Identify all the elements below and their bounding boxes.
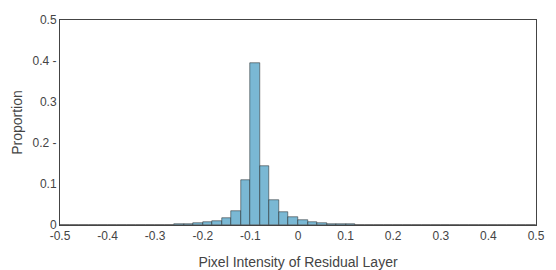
svg-text:Pixel Intensity of Residual La: Pixel Intensity of Residual Layer xyxy=(198,254,398,270)
svg-text:0.3: 0.3 xyxy=(40,95,57,109)
svg-text:-0.3: -0.3 xyxy=(145,229,166,243)
svg-text:0.1: 0.1 xyxy=(337,229,354,243)
svg-text:0.4: 0.4 xyxy=(480,229,497,243)
svg-text:-0.1: -0.1 xyxy=(240,229,261,243)
svg-text:0: 0 xyxy=(295,229,302,243)
svg-text:0: 0 xyxy=(50,218,57,232)
svg-text:0.5: 0.5 xyxy=(40,13,57,27)
svg-text:0.5: 0.5 xyxy=(528,229,545,243)
svg-text:0.1: 0.1 xyxy=(40,177,57,191)
svg-text:0.2 -: 0.2 - xyxy=(33,136,57,150)
svg-text:0.3: 0.3 xyxy=(432,229,449,243)
svg-text:-0.5: -0.5 xyxy=(50,229,71,243)
svg-text:-0.4: -0.4 xyxy=(97,229,118,243)
svg-text:-0.2: -0.2 xyxy=(192,229,213,243)
svg-text:0.4 -: 0.4 - xyxy=(33,54,57,68)
svg-text:Proportion: Proportion xyxy=(9,90,25,155)
svg-text:0.2: 0.2 xyxy=(385,229,402,243)
